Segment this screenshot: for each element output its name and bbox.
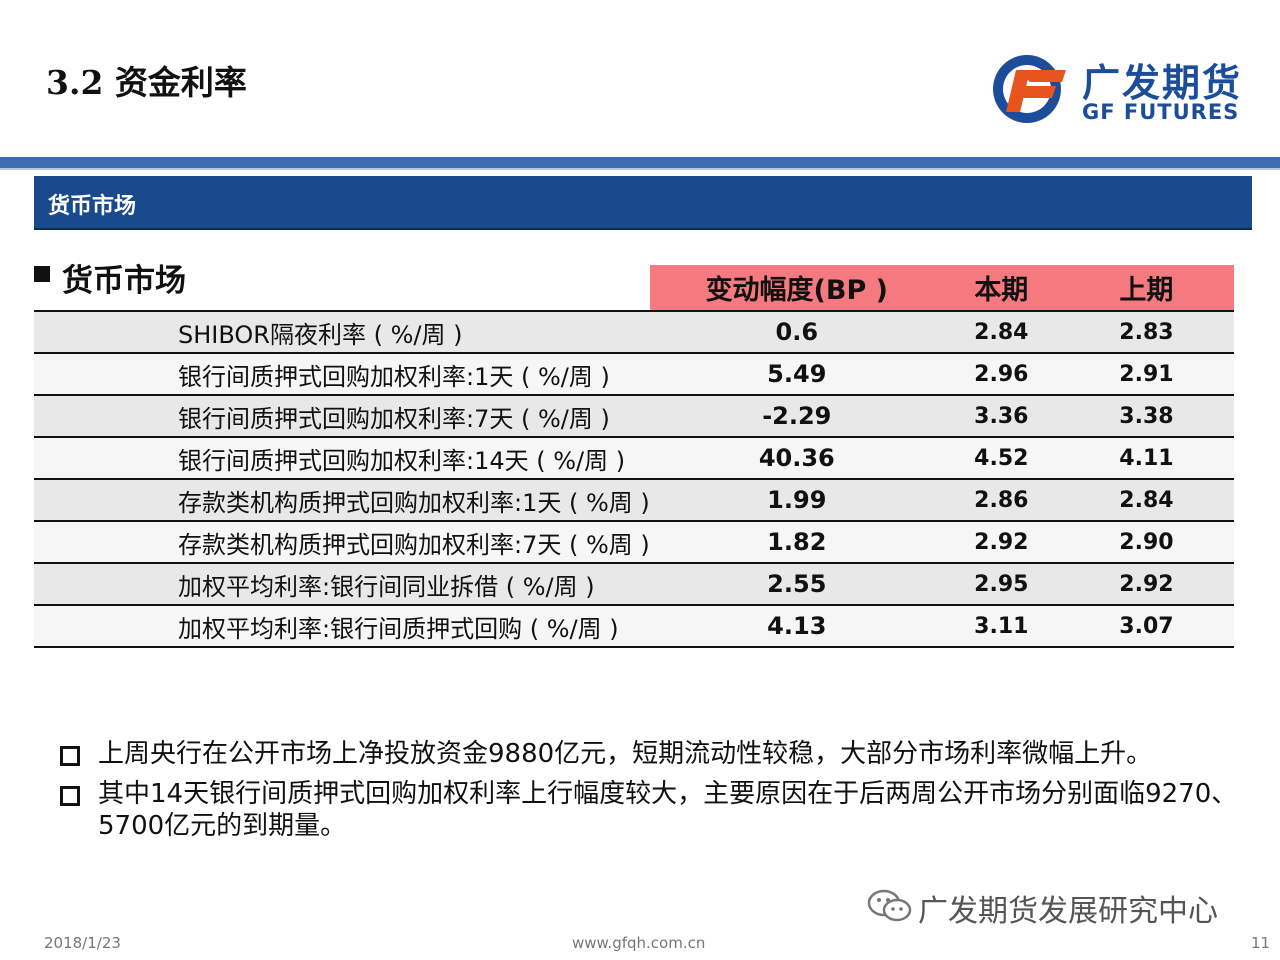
- rate-name: 银行间质押式回购加权利率:14天 ( %/周 ): [34, 437, 650, 480]
- rate-name: 银行间质押式回购加权利率:1天 ( %/周 ): [34, 353, 650, 396]
- hollow-square-bullet-icon: [60, 786, 80, 806]
- rate-current: 4.52: [943, 437, 1059, 480]
- footer-date: 2018/1/23: [44, 934, 121, 952]
- rate-previous: 2.90: [1058, 521, 1234, 564]
- footer-url: www.gfqh.com.cn: [572, 934, 706, 952]
- table-row: 加权平均利率:银行间质押式回购 ( %/周 ) 4.13 3.11 3.07: [34, 605, 1234, 648]
- money-market-rate-table: 变动幅度(BP ) 本期 上期 SHIBOR隔夜利率 ( %/周 ) 0.6 2…: [34, 265, 1234, 648]
- table-row: SHIBOR隔夜利率 ( %/周 ) 0.6 2.84 2.83: [34, 311, 1234, 354]
- section-bar: 货币市场: [34, 176, 1252, 230]
- rate-previous: 2.83: [1058, 311, 1234, 354]
- rate-name: 加权平均利率:银行间同业拆借 ( %/周 ): [34, 563, 650, 606]
- rate-previous: 3.38: [1058, 395, 1234, 438]
- rate-change: 1.82: [649, 521, 944, 564]
- footer-page-number: 11: [1251, 934, 1271, 952]
- table-row: 加权平均利率:银行间同业拆借 ( %/周 ) 2.55 2.95 2.92: [34, 563, 1234, 606]
- bullet-text: 其中14天银行间质押式回购加权利率上行幅度较大，主要原因在于后两周公开市场分别面…: [98, 779, 1238, 841]
- table-row: 银行间质押式回购加权利率:7天 ( %/周 ) -2.29 3.36 3.38: [34, 395, 1234, 438]
- rate-name: 加权平均利率:银行间质押式回购 ( %/周 ): [34, 605, 650, 648]
- rate-name: SHIBOR隔夜利率 ( %/周 ): [34, 311, 650, 354]
- rate-change: 4.13: [649, 605, 944, 648]
- bullet-list: 上周央行在公开市场上净投放资金9880亿元，短期流动性较稳，大部分市场利率微幅上…: [58, 738, 1258, 850]
- table-row: 存款类机构质押式回购加权利率:1天 ( %周 ) 1.99 2.86 2.84: [34, 479, 1234, 522]
- header-rule-thin: [0, 168, 1280, 170]
- rate-name: 存款类机构质押式回购加权利率:1天 ( %周 ): [34, 479, 650, 522]
- table-row: 存款类机构质押式回购加权利率:7天 ( %周 ) 1.82 2.92 2.90: [34, 521, 1234, 564]
- header-current: 本期: [943, 265, 1059, 311]
- rate-current: 3.11: [943, 605, 1059, 648]
- section-bar-label: 货币市场: [48, 194, 137, 219]
- rate-current: 2.84: [943, 311, 1059, 354]
- rate-change: 5.49: [649, 353, 944, 396]
- slide-title: 3.2 资金利率: [46, 63, 247, 102]
- rate-current: 2.96: [943, 353, 1059, 396]
- rate-previous: 2.91: [1058, 353, 1234, 396]
- bullet-text: 上周央行在公开市场上净投放资金9880亿元，短期流动性较稳，大部分市场利率微幅上…: [98, 739, 1153, 769]
- rate-current: 2.92: [943, 521, 1059, 564]
- rate-previous: 2.92: [1058, 563, 1234, 606]
- header-blank: [34, 265, 650, 311]
- logo-chinese-text: 广发期货: [1082, 61, 1243, 105]
- square-bullet-icon: [34, 266, 50, 282]
- rate-name: 银行间质押式回购加权利率:7天 ( %/周 ): [34, 395, 650, 438]
- rate-name: 存款类机构质押式回购加权利率:7天 ( %周 ): [34, 521, 650, 564]
- rate-previous: 2.84: [1058, 479, 1234, 522]
- wechat-icon: [867, 889, 912, 922]
- logo-english-text: GF FUTURES: [1082, 100, 1240, 124]
- header-rule: [0, 157, 1280, 168]
- gf-futures-logo: 广发期货 GF FUTURES: [990, 52, 1260, 126]
- gf-logo-icon: [993, 55, 1066, 123]
- rate-previous: 3.07: [1058, 605, 1234, 648]
- table-header-row: 变动幅度(BP ) 本期 上期: [34, 265, 1234, 311]
- rate-change: -2.29: [649, 395, 944, 438]
- rate-change: 0.6: [649, 311, 944, 354]
- rate-current: 3.36: [943, 395, 1059, 438]
- header-previous: 上期: [1058, 265, 1234, 311]
- rate-change: 40.36: [649, 437, 944, 480]
- header-change-bp: 变动幅度(BP ): [649, 265, 944, 311]
- bullet-item: 上周央行在公开市场上净投放资金9880亿元，短期流动性较稳，大部分市场利率微幅上…: [58, 738, 1258, 770]
- hollow-square-bullet-icon: [60, 746, 80, 766]
- rate-change: 1.99: [649, 479, 944, 522]
- rate-current: 2.95: [943, 563, 1059, 606]
- rate-current: 2.86: [943, 479, 1059, 522]
- rate-previous: 4.11: [1058, 437, 1234, 480]
- subheading-label: 货币市场: [62, 263, 186, 299]
- bullet-item: 其中14天银行间质押式回购加权利率上行幅度较大，主要原因在于后两周公开市场分别面…: [58, 778, 1258, 842]
- watermark-text: 广发期货发展研究中心: [918, 894, 1218, 929]
- table-row: 银行间质押式回购加权利率:14天 ( %/周 ) 40.36 4.52 4.11: [34, 437, 1234, 480]
- rate-change: 2.55: [649, 563, 944, 606]
- table-row: 银行间质押式回购加权利率:1天 ( %/周 ) 5.49 2.96 2.91: [34, 353, 1234, 396]
